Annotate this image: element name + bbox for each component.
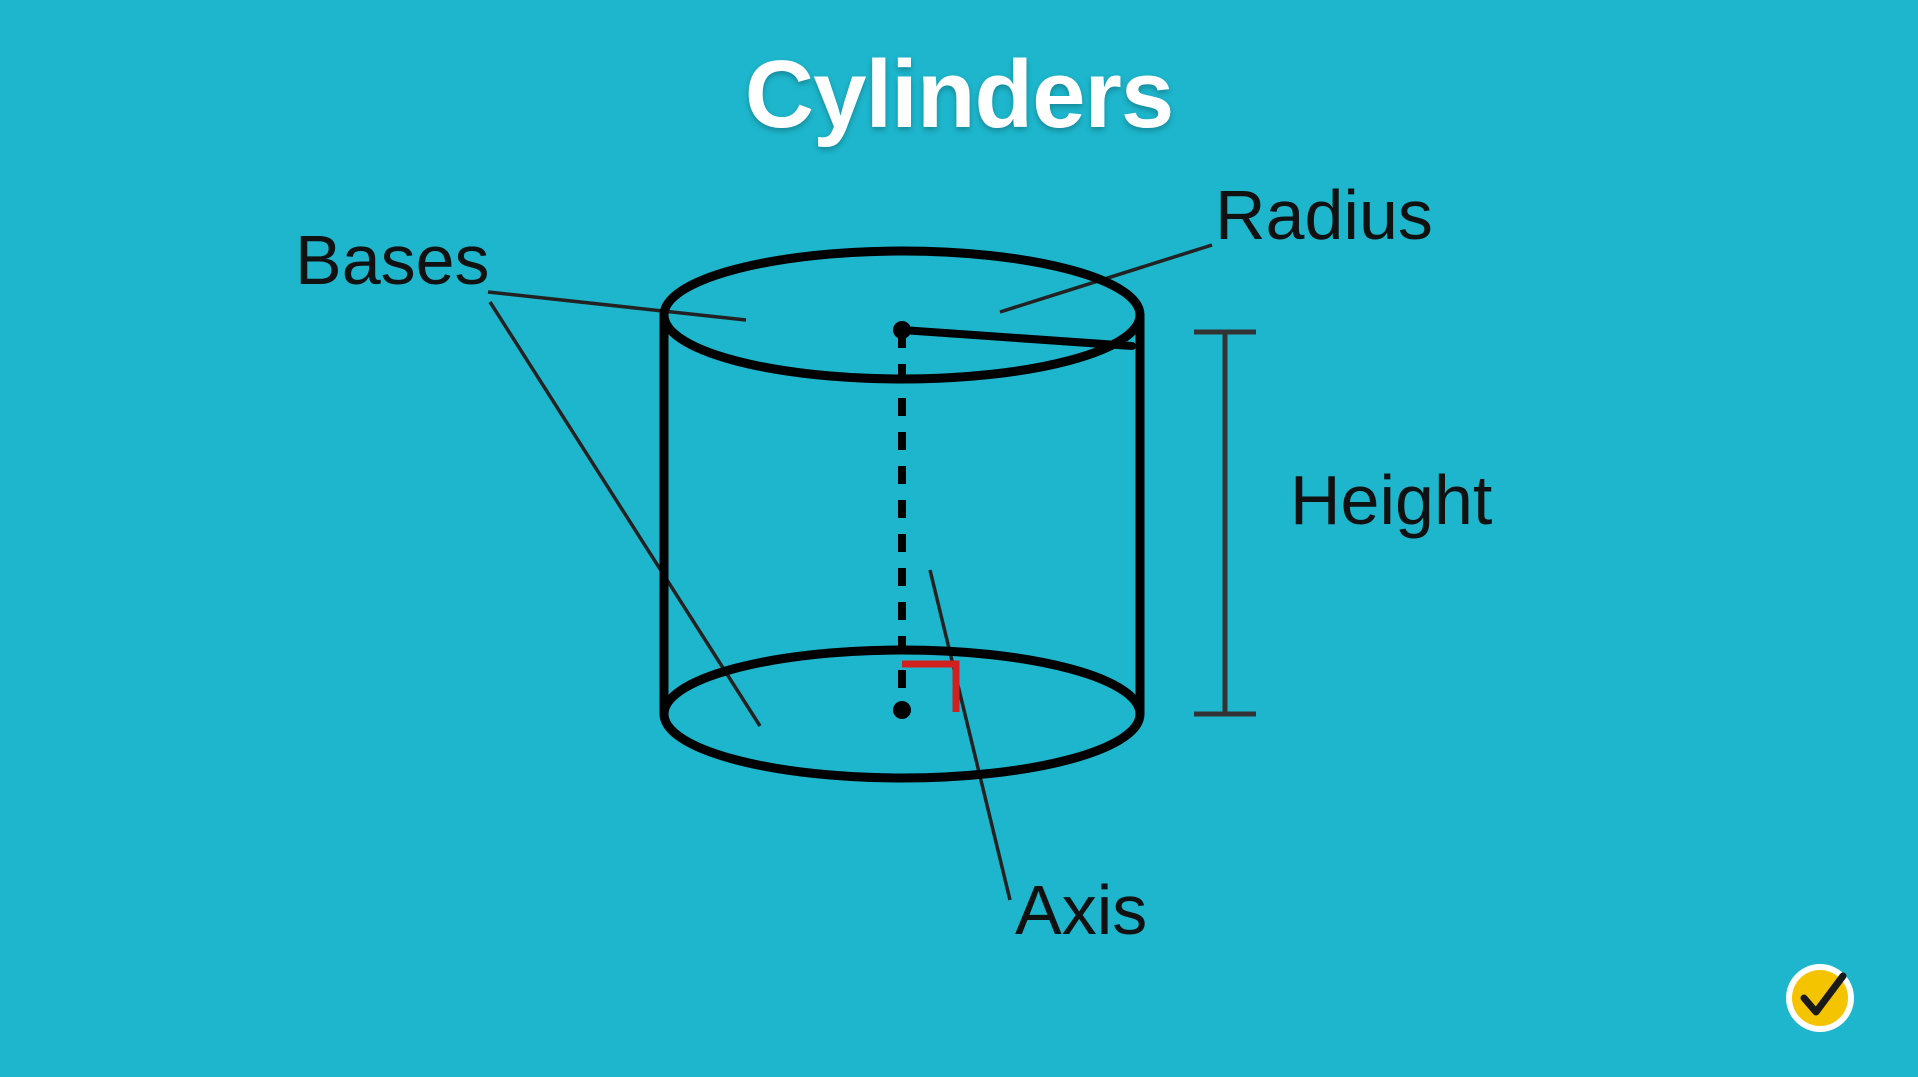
label-height: Height bbox=[1290, 460, 1492, 540]
page-title: Cylinders bbox=[0, 40, 1918, 150]
stage: Cylinders Bases Radius Height Axis bbox=[0, 0, 1918, 1077]
label-radius: Radius bbox=[1215, 175, 1433, 255]
diagram-svg bbox=[0, 0, 1918, 1077]
cylinder-top-center-dot bbox=[893, 321, 911, 339]
label-axis: Axis bbox=[1015, 870, 1147, 950]
label-bases: Bases bbox=[295, 220, 490, 300]
logo bbox=[1786, 964, 1854, 1032]
cylinder-bottom-center-dot bbox=[893, 701, 911, 719]
background-rect bbox=[0, 0, 1918, 1077]
